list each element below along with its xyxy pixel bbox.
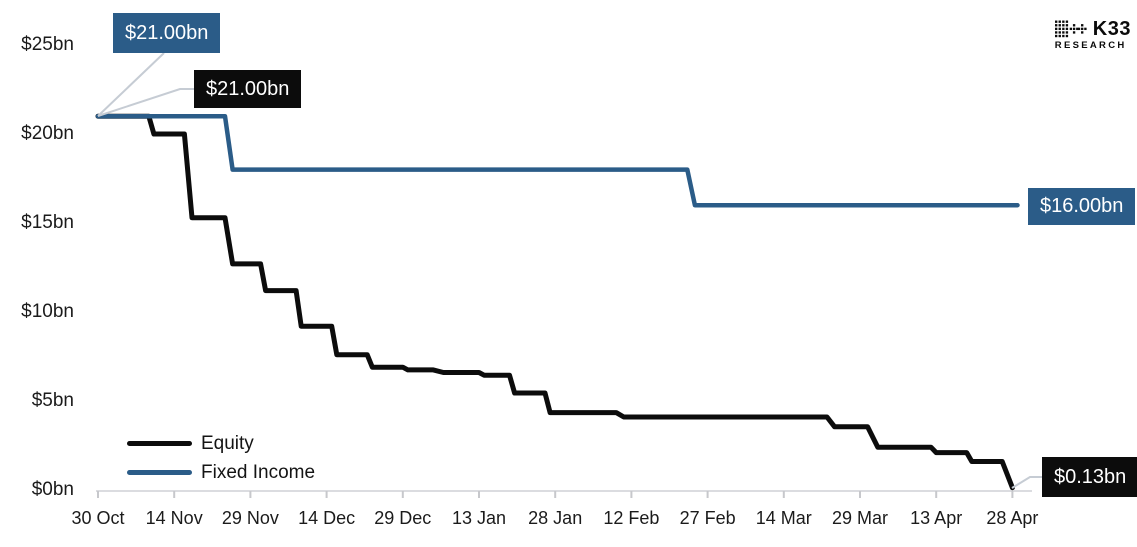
x-axis-label: 29 Nov: [221, 508, 279, 528]
k33-dot-matrix-icon: [1054, 20, 1087, 38]
leader-line-equity-start: [97, 88, 194, 117]
y-axis-label: $5bn: [31, 390, 74, 411]
leader-line-fixed-income-start: [97, 52, 165, 117]
annotation-chip-equity-start: $21.00bn: [194, 70, 302, 108]
x-axis-label: 30 Oct: [71, 508, 125, 528]
x-axis-label: 14 Mar: [755, 508, 812, 528]
x-axis-label: 28 Apr: [986, 508, 1039, 528]
logo-brand-text: K33: [1092, 18, 1131, 40]
y-axis-label: $25bn: [21, 34, 74, 55]
x-axis-label: 29 Mar: [831, 508, 889, 528]
x-axis-label: 13 Jan: [451, 508, 507, 528]
legend-item-fixed-income: Fixed Income: [127, 458, 315, 487]
annotation-chip-equity-end: $0.13bn: [1042, 457, 1137, 497]
series-lines: [95, 113, 1020, 491]
x-axis-ticks: [97, 491, 1014, 498]
y-axis-label: $0bn: [31, 479, 74, 500]
x-axis-label: 28 Jan: [528, 508, 583, 528]
y-axis-label: $10bn: [21, 301, 74, 322]
series-line-equity: [95, 113, 1015, 491]
logo-top-row: K33: [1054, 18, 1131, 40]
y-axis-label: $15bn: [21, 212, 74, 233]
x-axis-label: 14 Nov: [145, 508, 203, 528]
y-axis-label: $20bn: [21, 123, 74, 144]
x-axis-label: 27 Feb: [679, 508, 736, 528]
annotation-chip-fixed-income-start: $21.00bn: [113, 13, 221, 53]
annotation-chip-fixed-income-end: $16.00bn: [1028, 188, 1136, 225]
legend-label-fixed-income: Fixed Income: [201, 461, 316, 483]
x-axis-label: 29 Dec: [374, 508, 432, 528]
leader-line-equity-end: [1011, 476, 1042, 489]
legend: Equity Fixed Income: [127, 429, 315, 487]
fixed-income-line-swatch: [127, 470, 192, 475]
x-axis-label: 14 Dec: [298, 508, 356, 528]
x-axis-label: 13 Apr: [910, 508, 963, 528]
equity-line-swatch: [127, 441, 192, 446]
k33-research-logo: K33 RESEARCH: [1054, 18, 1131, 51]
x-axis-label: 12 Feb: [603, 508, 660, 528]
legend-item-equity: Equity: [127, 429, 315, 458]
series-line-fixed-income: [95, 113, 1020, 208]
legend-label-equity: Equity: [201, 432, 254, 454]
logo-research-text: RESEARCH: [1054, 40, 1127, 51]
